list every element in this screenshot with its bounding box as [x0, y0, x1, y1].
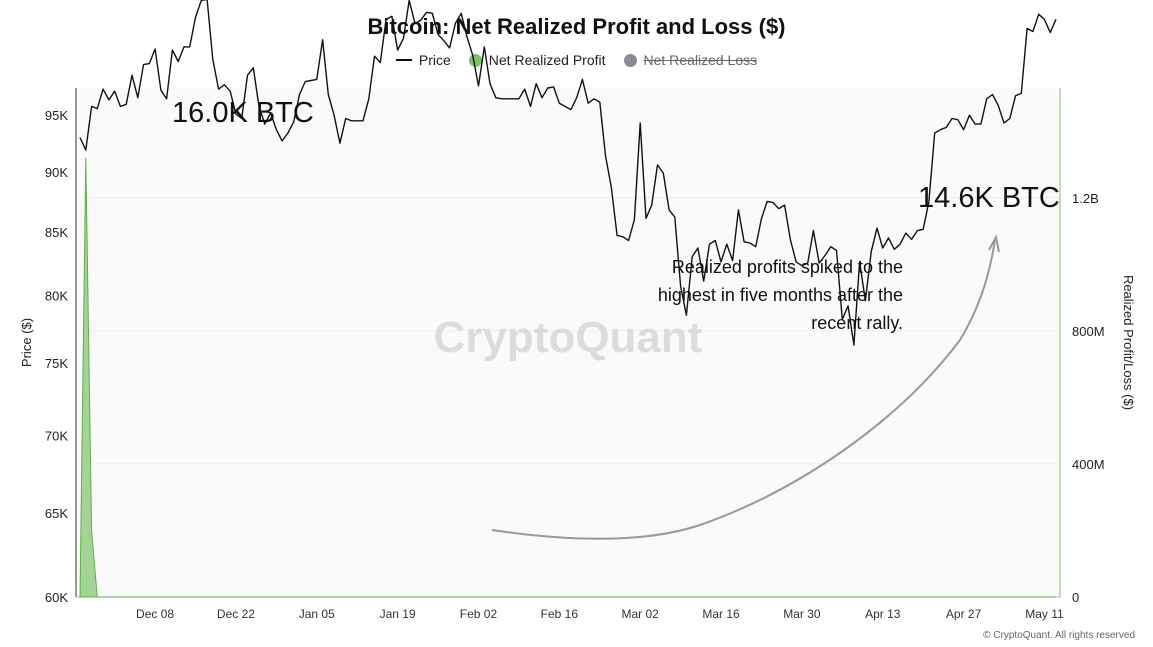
legend-swatch [468, 53, 482, 67]
trend-arrow-curve [491, 239, 996, 540]
x-tick-label: Dec 08 [136, 607, 174, 621]
y-left-tick-label: 85K [45, 225, 68, 240]
x-tick-label: Jan 19 [380, 607, 416, 621]
y-left-tick-label: 70K [45, 428, 68, 443]
net-realized-profit-area [79, 157, 1056, 598]
annotation-peak-2: 14.6K BTC [918, 182, 1060, 214]
y-left-tick-label: 95K [45, 108, 68, 123]
watermark-logo: CryptoQuant [434, 313, 703, 362]
annotation-note-line: highest in five months after the [658, 285, 903, 305]
x-tick-label: Mar 30 [783, 607, 821, 621]
y-left-tick-label: 80K [45, 288, 68, 303]
legend-label: Net Realized Profit [488, 52, 606, 68]
annotation-peak-1: 16.0K BTC [172, 97, 314, 129]
annotation-note-line: Realized profits spiked to the [672, 257, 903, 277]
trend-arrow-head [988, 234, 1000, 253]
legend-item-net-realized-loss[interactable]: Net Realized Loss [623, 52, 758, 68]
y-left-tick-label: 90K [45, 165, 68, 180]
x-tick-label: Apr 27 [946, 607, 982, 621]
y-right-tick-label: 800M [1072, 324, 1105, 339]
y-axis-right-title: Realized Profit/Loss ($) [1121, 275, 1136, 410]
legend: Price Net Realized Profit Net Realized Los… [0, 52, 1153, 68]
x-tick-label: Dec 22 [217, 607, 255, 621]
y-axis-left-title: Price ($) [19, 318, 34, 367]
y-left-tick-label: 60K [45, 590, 68, 605]
legend-item-price[interactable]: Price [395, 52, 451, 68]
chart-title: Bitcoin: Net Realized Profit and Loss ($… [367, 14, 786, 39]
x-tick-label: Mar 02 [622, 607, 660, 621]
plot-area [76, 88, 1060, 597]
x-tick-label: Feb 02 [460, 607, 498, 621]
annotation-note-line: recent rally. [811, 313, 903, 333]
y-right-tick-label: 0 [1072, 590, 1079, 605]
legend-label: Net Realized Loss [643, 52, 758, 68]
x-tick-label: May 11 [1025, 607, 1064, 621]
x-tick-label: Feb 16 [541, 607, 579, 621]
y-right-tick-label: 1.2B [1072, 191, 1099, 206]
y-left-tick-label: 65K [45, 506, 68, 521]
y-left-tick-label: 75K [45, 356, 68, 371]
y-right-tick-label: 400M [1072, 457, 1105, 472]
x-tick-label: Apr 13 [865, 607, 901, 621]
x-tick-label: Mar 16 [702, 607, 740, 621]
legend-swatch [395, 59, 412, 61]
legend-label: Price [418, 52, 451, 68]
copyright-footer: © CryptoQuant. All rights reserved [983, 630, 1135, 641]
x-tick-label: Jan 05 [299, 607, 335, 621]
legend-swatch [623, 53, 637, 67]
price-line [79, 0, 1057, 346]
legend-item-net-realized-profit[interactable]: Net Realized Profit [468, 52, 606, 68]
